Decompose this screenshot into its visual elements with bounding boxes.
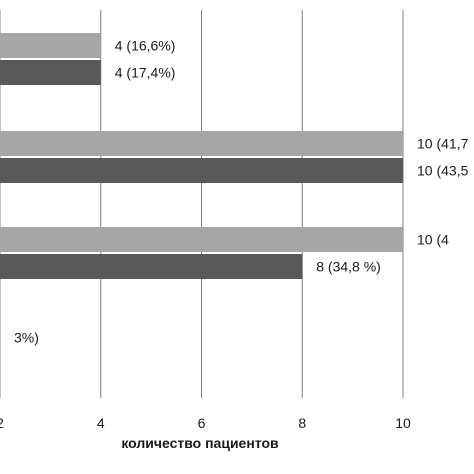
bar-value-label: 3%): [14, 330, 39, 346]
x-tick-label: 4: [97, 415, 105, 431]
x-axis-ticks: 2 4 6 8 10: [0, 415, 411, 431]
bars: [0, 33, 403, 279]
bar-value-label: 4 (17,4%): [115, 65, 176, 81]
bar-value-label: 10 (4: [417, 232, 449, 248]
bar: [0, 131, 403, 156]
bar-value-label: 10 (41,7: [417, 136, 469, 152]
grid-lines: [0, 10, 404, 398]
bar: [0, 158, 403, 183]
x-tick-label: 6: [198, 415, 206, 431]
bar: [0, 227, 403, 252]
x-tick-label: 8: [298, 415, 306, 431]
bar: [0, 254, 303, 279]
bar: [0, 33, 101, 58]
bar-value-label: 4 (16,6%): [115, 38, 176, 54]
x-tick-label: 10: [395, 415, 411, 431]
bar: [0, 60, 101, 85]
x-axis-title: количество пациентов: [121, 435, 279, 451]
bar-value-label: 8 (34,8 %): [316, 259, 381, 275]
bar-labels: 4 (16,6%) 4 (17,4%) 10 (41,7 10 (43,5 10 (4 8…: [14, 38, 469, 346]
bar-value-label: 10 (43,5: [417, 163, 469, 179]
x-tick-label: 2: [0, 415, 4, 431]
